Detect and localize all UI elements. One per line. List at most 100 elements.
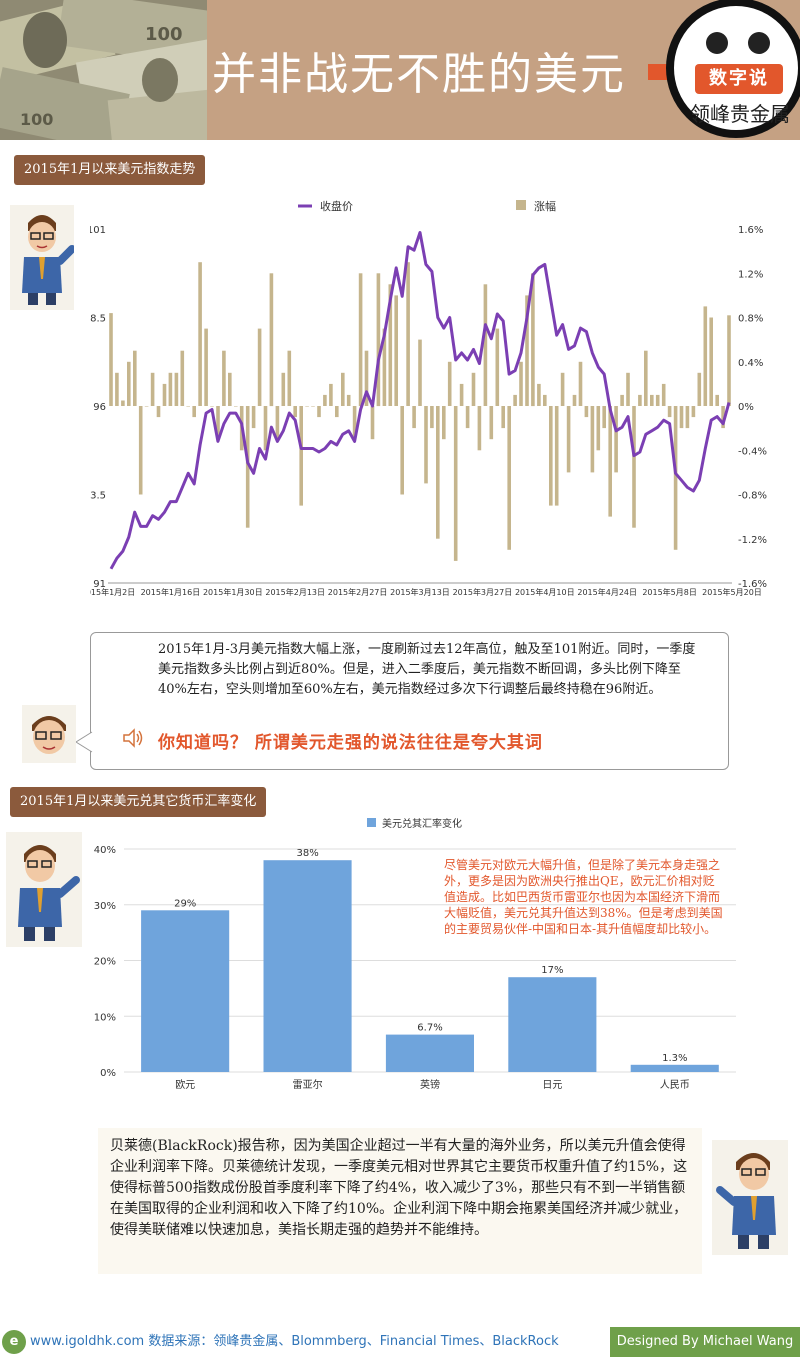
- right-axis-tick: 0%: [738, 402, 754, 413]
- left-axis-tick: 98.5: [90, 314, 106, 325]
- fx-bar: [141, 910, 230, 1072]
- change-bar: [430, 406, 434, 429]
- change-bar: [299, 406, 303, 506]
- change-bar: [691, 406, 696, 418]
- change-bar: [501, 406, 505, 429]
- change-bar: [644, 350, 648, 406]
- change-bar: [602, 406, 606, 429]
- change-bar: [156, 406, 161, 418]
- change-bar: [566, 406, 571, 473]
- left-axis-tick: 93.5: [90, 491, 106, 502]
- change-bar: [358, 273, 363, 407]
- right-axis-tick: 1.2%: [738, 269, 763, 280]
- change-bar: [192, 406, 196, 418]
- bubble-pointer: [75, 731, 93, 753]
- change-bar: [525, 295, 529, 406]
- left-axis-tick: 96: [93, 402, 106, 413]
- change-bar: [709, 317, 713, 406]
- logo-eye-left-icon: [706, 32, 728, 54]
- change-bar: [667, 406, 672, 418]
- site-logo-icon: e: [2, 1329, 26, 1354]
- change-bar: [531, 273, 535, 407]
- fx-category-label: 日元: [542, 1080, 562, 1091]
- brand-name: 领峰贵金属: [690, 102, 790, 126]
- legend-change-swatch: [516, 200, 526, 210]
- change-bar: [228, 372, 232, 406]
- left-axis-tick: 101: [90, 225, 106, 236]
- change-bar: [727, 315, 731, 406]
- change-bar: [453, 406, 458, 561]
- right-axis-tick: 1.6%: [738, 225, 763, 236]
- x-axis-tick: 2015年5月20日: [702, 587, 762, 597]
- legend-change-label: 涨幅: [534, 200, 556, 213]
- left-axis-tick: 91: [93, 579, 106, 590]
- change-bar: [133, 350, 137, 406]
- change-bar: [465, 406, 470, 429]
- change-bar: [281, 372, 286, 406]
- change-bar: [275, 406, 280, 440]
- change-bar: [162, 383, 167, 406]
- change-bar: [578, 361, 583, 406]
- change-bar: [127, 361, 131, 406]
- change-bar: [483, 284, 488, 406]
- fx-bar: [508, 977, 597, 1072]
- fx-category-label: 欧元: [175, 1079, 195, 1091]
- note2-text: 尽管美元对欧元大幅升值，但是除了美元本身走强之外，更多是因为欧洲央行推出QE，欧…: [444, 858, 723, 936]
- chart1-legend: 收盘价 涨幅: [298, 199, 556, 213]
- note1-highlight: 你知道吗？ 所谓美元走强的说法往往是夸大其词: [158, 733, 543, 753]
- legend-fx-label: 美元兑其汇率变化: [382, 817, 462, 830]
- y-axis-tick: 0%: [100, 1068, 116, 1079]
- note3-text: 贝莱德(BlackRock)报告称，因为美国企业超过一半有大量的海外业务，所以美…: [110, 1138, 688, 1238]
- x-axis-tick: 2015年1月30日: [203, 587, 263, 597]
- change-bar: [168, 372, 173, 406]
- footer-credit: Designed By Michael Wang: [610, 1327, 800, 1357]
- change-bar: [519, 361, 523, 406]
- change-bar: [471, 372, 476, 406]
- change-bar: [495, 328, 500, 406]
- change-bar: [477, 406, 482, 451]
- x-axis-tick: 2015年2月27日: [328, 587, 388, 597]
- note-box-3: [98, 1128, 702, 1274]
- change-bar: [650, 394, 654, 406]
- change-bar: [335, 406, 339, 418]
- change-bar: [685, 406, 690, 429]
- change-bar: [222, 350, 226, 406]
- change-bar: [697, 372, 702, 406]
- change-bar: [115, 372, 119, 406]
- change-bar: [364, 350, 369, 406]
- y-axis-tick: 10%: [94, 1012, 116, 1023]
- change-bar: [412, 406, 416, 429]
- change-bar: [400, 406, 404, 495]
- logo-badge: 数字说: [695, 64, 783, 94]
- change-bar: [370, 406, 375, 440]
- change-bar: [376, 273, 381, 407]
- change-bar: [626, 372, 630, 406]
- change-bar: [198, 262, 202, 406]
- change-bar: [251, 406, 256, 429]
- fx-bar: [263, 860, 352, 1072]
- x-axis-tick: 2015年1月2日: [90, 587, 135, 597]
- change-bar: [352, 406, 357, 440]
- fx-data-label: 29%: [174, 898, 196, 909]
- change-bar: [287, 350, 292, 406]
- change-bar: [489, 406, 494, 440]
- change-bar: [418, 339, 422, 406]
- change-bar: [311, 406, 315, 407]
- x-axis-tick: 2015年3月27日: [453, 587, 513, 597]
- change-bar: [382, 328, 387, 406]
- x-axis-tick: 2015年3月13日: [390, 587, 450, 597]
- legend-close-label: 收盘价: [320, 199, 353, 213]
- fx-category-label: 雷亚尔: [293, 1078, 323, 1091]
- change-bar: [323, 394, 327, 406]
- cartoon-man-icon: [10, 205, 74, 310]
- change-bar: [584, 406, 589, 418]
- change-bar: [263, 406, 268, 451]
- change-bar: [572, 394, 577, 406]
- change-bar: [554, 406, 559, 506]
- dollar-index-chart: 收盘价 涨幅 101 98.5 96 93.5 91 1.6% 1.2% 0.8% 0.4% 0%…: [90, 199, 767, 597]
- change-bar: [673, 406, 678, 550]
- footer-source: e www.igoldhk.com 数据来源：领峰贵金属、Blommberg、Fi…: [0, 1327, 559, 1357]
- change-bar: [406, 262, 410, 406]
- close-price-line: [109, 231, 731, 570]
- change-bar: [560, 372, 565, 406]
